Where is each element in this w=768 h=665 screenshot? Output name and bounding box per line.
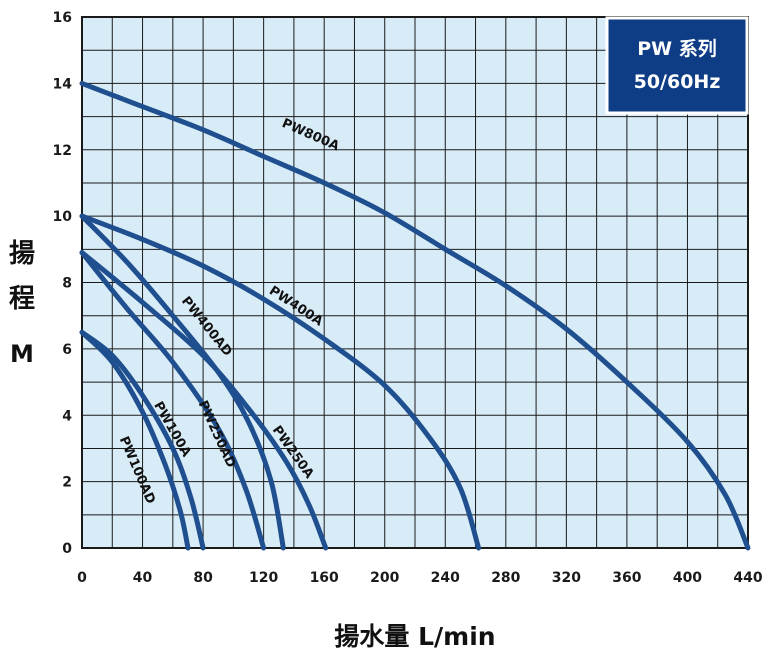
x-tick-label: 160	[310, 570, 339, 586]
x-tick-label: 80	[193, 570, 213, 586]
curve-pw800a	[79, 80, 751, 551]
x-tick-label: 320	[552, 570, 581, 586]
y-tick-label: 10	[53, 209, 73, 225]
curve-pw250ad	[79, 250, 267, 551]
x-tick-label: 0	[77, 570, 87, 586]
x-tick-label: 280	[491, 570, 520, 586]
y-tick-label: 14	[53, 76, 73, 92]
y-tick-label: 8	[62, 276, 72, 292]
x-tick-label: 400	[673, 570, 702, 586]
legend-box: PW 系列 50/60Hz	[605, 16, 749, 115]
y-axis-title-char-3: M	[10, 340, 34, 368]
y-tick-labels: 0 2 4 6 8 10 12 14 16	[53, 10, 73, 557]
x-axis-title: 揚水量 L/min	[334, 622, 495, 651]
legend-series-label: PW 系列	[637, 38, 717, 60]
curve-pw250a	[79, 250, 329, 551]
y-axis-title-char-2: 程	[9, 284, 35, 314]
x-tick-label: 40	[133, 570, 153, 586]
y-axis-title-char-1: 揚	[9, 239, 35, 269]
y-tick-label: 2	[62, 475, 72, 491]
x-tick-label: 200	[370, 570, 399, 586]
curve-pw100ad	[79, 329, 191, 551]
x-tick-label: 240	[431, 570, 460, 586]
legend-frequency-label: 50/60Hz	[634, 71, 721, 93]
curve-pw400a	[79, 213, 482, 551]
x-tick-label: 120	[249, 570, 278, 586]
y-tick-label: 4	[62, 408, 72, 424]
curve-pw100a	[79, 329, 206, 551]
y-tick-label: 0	[62, 541, 72, 557]
x-tick-label: 440	[733, 570, 762, 586]
x-tick-labels: 0 40 80 120 160 200 240 280 320 360 400 440	[77, 570, 763, 586]
curves	[79, 80, 751, 551]
y-tick-label: 6	[62, 342, 72, 358]
x-tick-label: 360	[612, 570, 641, 586]
y-tick-label: 12	[53, 143, 72, 159]
y-tick-label: 16	[53, 10, 72, 26]
